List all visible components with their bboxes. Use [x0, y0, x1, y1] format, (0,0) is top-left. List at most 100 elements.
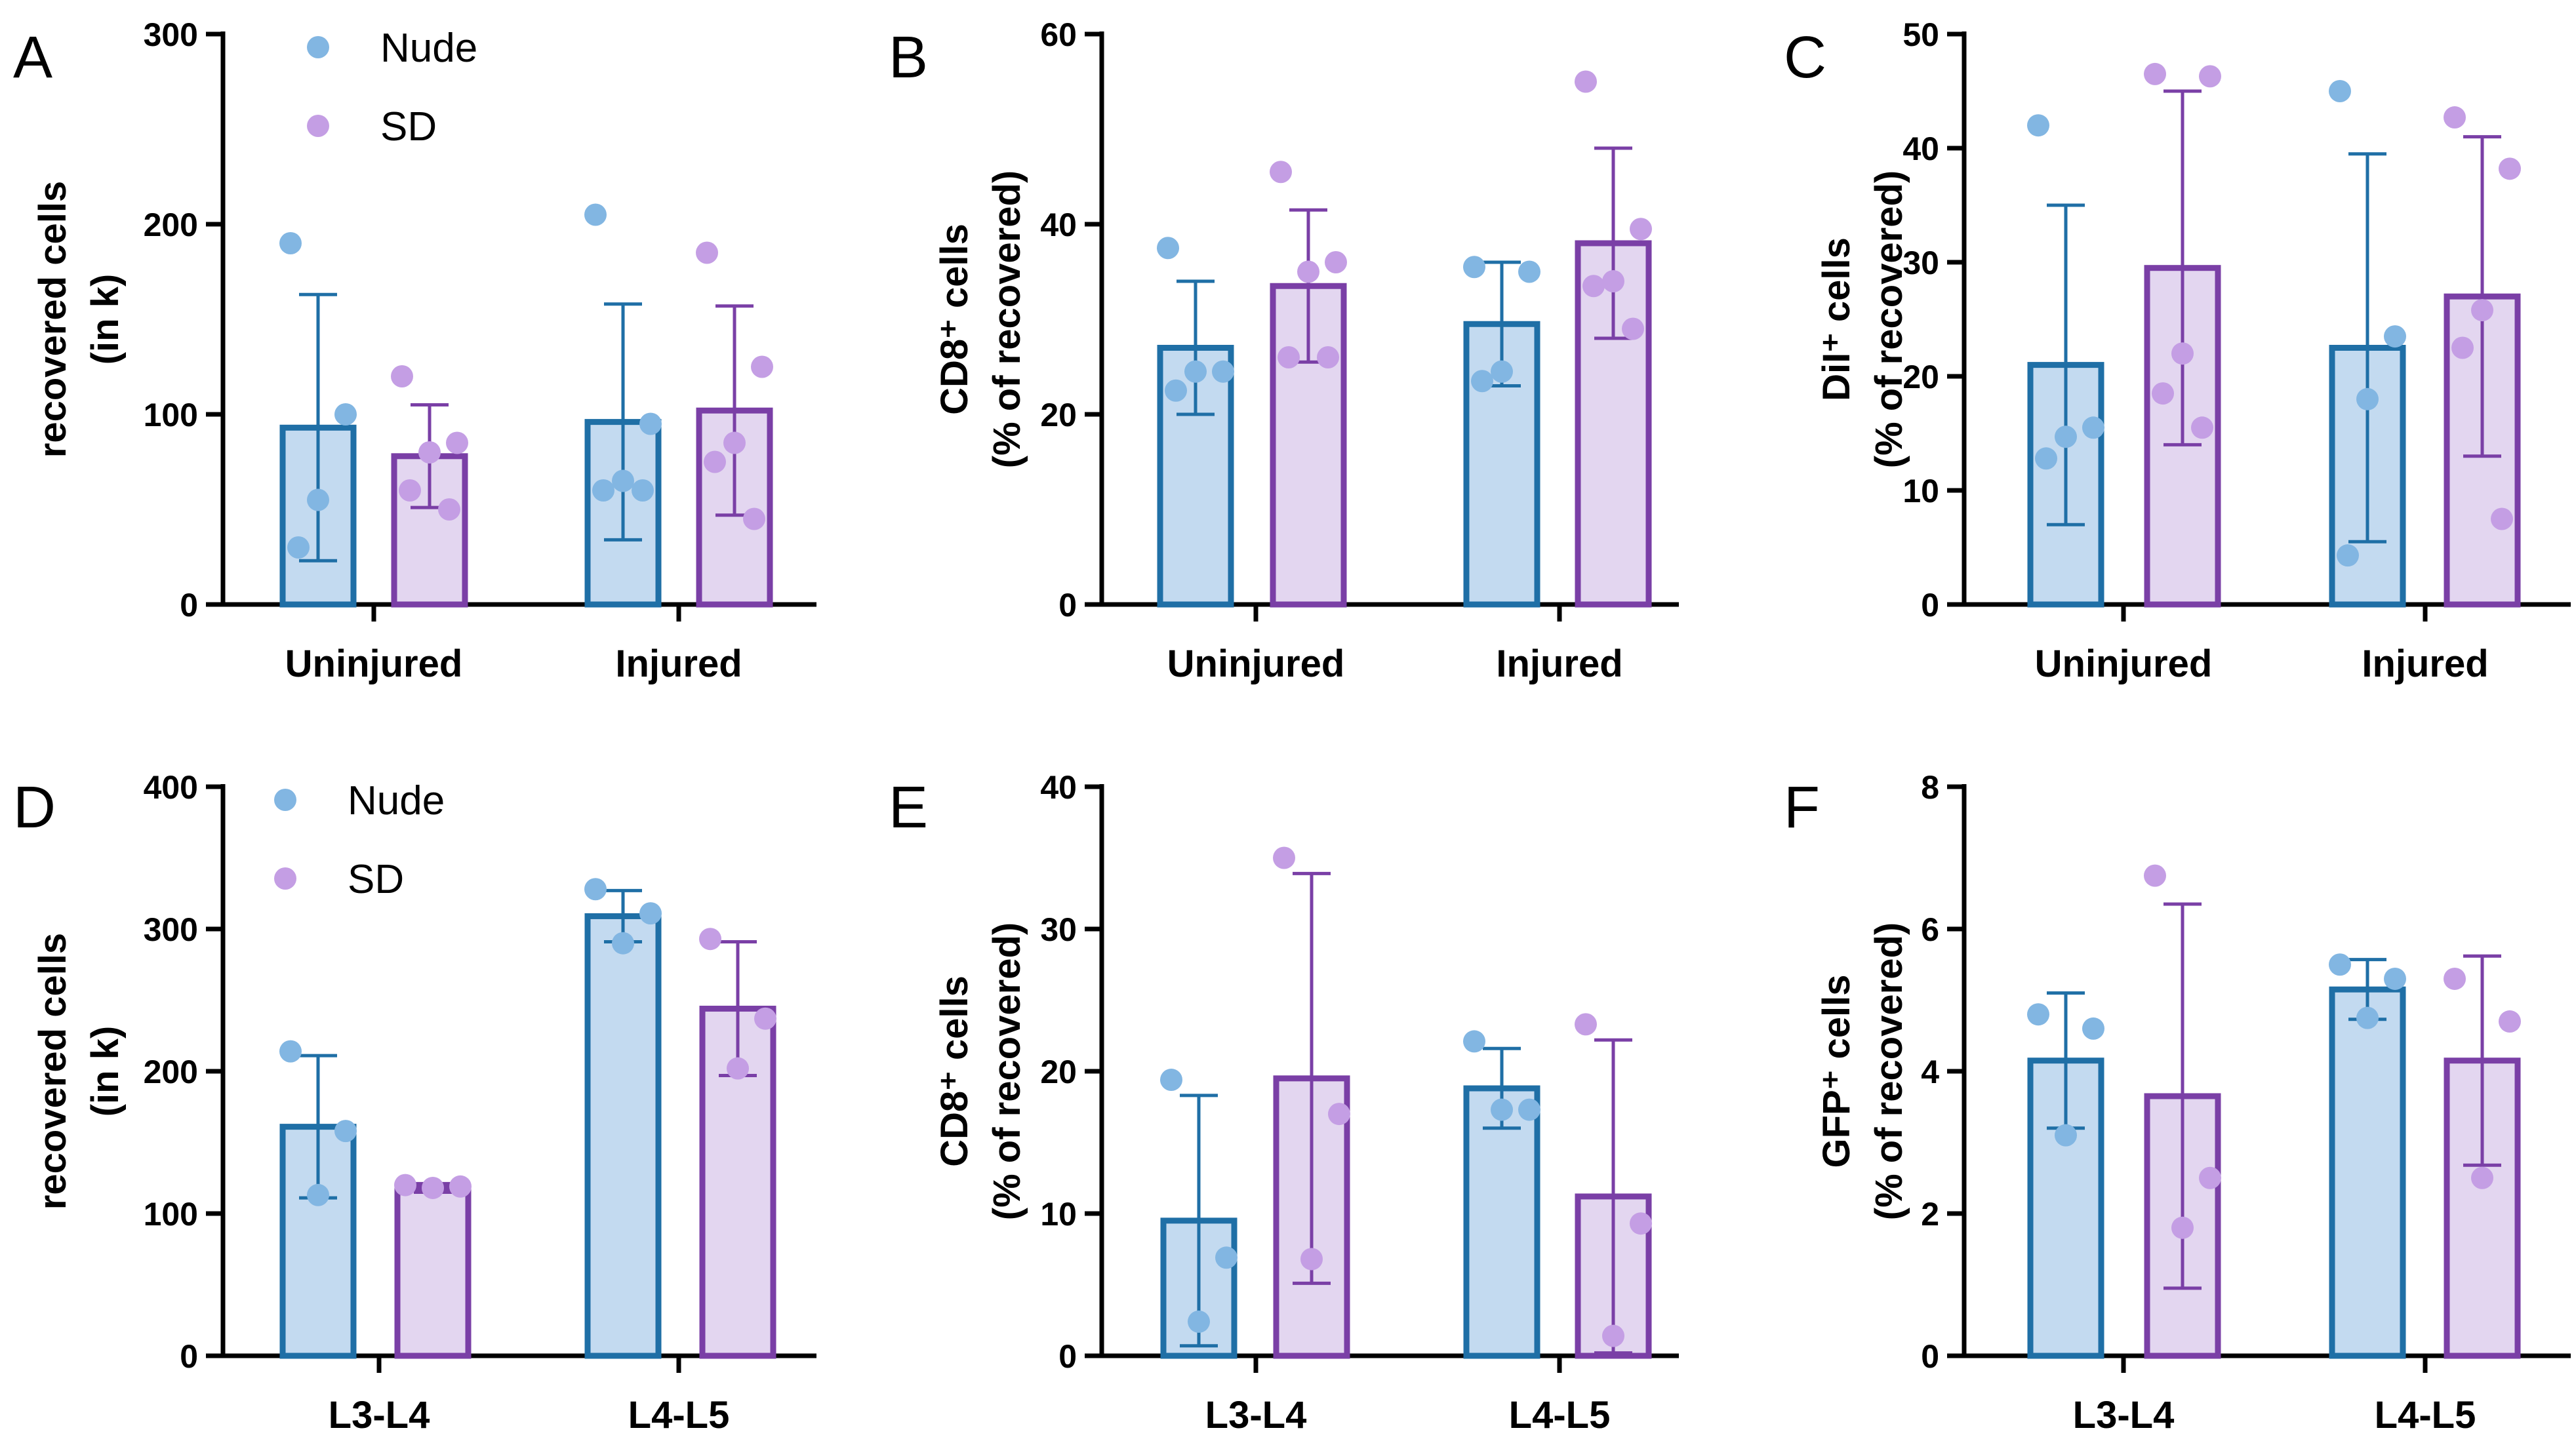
data-point-nude — [1471, 370, 1493, 393]
data-point-sd — [1582, 275, 1605, 298]
legend-marker-nude — [307, 36, 329, 58]
x-category-label: L4-L5 — [1509, 1394, 1611, 1436]
panel-letter: A — [13, 25, 52, 90]
y-tick-label: 50 — [1902, 16, 1939, 53]
x-category-label: L3-L4 — [1205, 1394, 1307, 1436]
data-point-sd — [2171, 342, 2194, 365]
bar-nude — [584, 913, 662, 1359]
panel-letter: D — [13, 775, 56, 840]
data-point-nude — [2384, 967, 2406, 990]
data-point-nude — [2329, 953, 2351, 976]
data-point-nude — [639, 412, 662, 435]
data-point-sd — [449, 1175, 472, 1198]
data-point-sd — [394, 1174, 416, 1196]
panel-e: E CD8⁺ cells (% of recovered) 0 10 20 30 40 L3-L… — [889, 769, 1679, 1436]
y-tick-label: 20 — [1040, 397, 1077, 433]
y-tick-label: 8 — [1921, 769, 1939, 806]
y-axis-label: (in k) — [84, 1026, 127, 1117]
x-category-label: Uninjured — [1167, 642, 1345, 685]
data-point-sd — [2199, 1166, 2221, 1189]
data-point-nude — [2035, 447, 2057, 470]
data-point-sd — [1297, 260, 1319, 283]
x-category-label: Uninjured — [285, 642, 463, 685]
y-tick-label: 400 — [144, 769, 198, 806]
data-point-sd — [1630, 218, 1652, 241]
data-point-sd — [2199, 65, 2221, 88]
bar-nude — [2329, 986, 2406, 1359]
data-point-sd — [2471, 299, 2493, 322]
y-tick-label: 0 — [1058, 1338, 1077, 1375]
y-tick-label: 4 — [1921, 1054, 1939, 1090]
data-point-sd — [1575, 1013, 1597, 1036]
y-tick-label: 20 — [1902, 359, 1939, 395]
data-point-nude — [1184, 360, 1207, 383]
x-category-label: L4-L5 — [628, 1394, 730, 1436]
data-point-nude — [1491, 360, 1513, 383]
data-point-sd — [1300, 1248, 1323, 1271]
data-point-nude — [1518, 260, 1540, 283]
data-point-sd — [1325, 251, 1347, 273]
data-point-sd — [696, 241, 718, 264]
legend-marker-sd — [274, 867, 296, 890]
data-point-nude — [287, 536, 310, 559]
y-tick-label: 40 — [1040, 769, 1077, 806]
data-point-nude — [612, 469, 634, 492]
data-point-sd — [1602, 270, 1624, 292]
data-point-sd — [418, 441, 441, 464]
y-tick-label: 0 — [1921, 1338, 1939, 1375]
data-point-sd — [2491, 507, 2513, 530]
data-point-nude — [2356, 1006, 2379, 1029]
x-category-label: Injured — [2362, 642, 2488, 685]
data-point-sd — [2144, 864, 2166, 887]
y-tick-label: 40 — [1902, 130, 1939, 167]
data-point-nude — [1491, 1098, 1513, 1121]
data-point-nude — [1165, 379, 1187, 402]
y-tick-label: 200 — [144, 207, 198, 243]
data-point-nude — [632, 479, 654, 502]
data-point-sd — [754, 1007, 776, 1030]
y-tick-label: 60 — [1040, 16, 1077, 53]
data-point-sd — [1273, 846, 1295, 869]
data-point-nude — [334, 403, 357, 425]
x-category-label: L4-L5 — [2375, 1394, 2476, 1436]
x-category-label: L3-L4 — [2073, 1394, 2175, 1436]
bar-nude — [1463, 1085, 1540, 1359]
data-point-nude — [2082, 416, 2104, 439]
y-tick-label: 0 — [1058, 587, 1077, 623]
legend-label-nude: Nude — [380, 26, 477, 71]
data-point-sd — [1602, 1324, 1624, 1347]
legend-label-sd: SD — [348, 857, 404, 902]
data-point-sd — [1278, 346, 1300, 368]
data-point-sd — [704, 450, 726, 473]
data-point-sd — [2444, 106, 2466, 129]
y-tick-label: 300 — [144, 16, 198, 53]
y-tick-label: 0 — [180, 1338, 198, 1375]
y-tick-label: 10 — [1040, 1196, 1077, 1233]
y-tick-label: 200 — [144, 1054, 198, 1090]
y-tick-label: 100 — [144, 1196, 198, 1233]
data-point-nude — [2027, 1003, 2049, 1026]
legend-label-nude: Nude — [348, 778, 445, 823]
data-point-nude — [612, 932, 634, 955]
data-point-sd — [1328, 1103, 1350, 1126]
data-point-nude — [639, 902, 662, 925]
data-point-nude — [279, 1040, 302, 1063]
y-axis-label: CD8⁺ cells — [933, 224, 976, 415]
data-point-sd — [723, 431, 746, 454]
y-tick-label: 40 — [1040, 207, 1077, 243]
panel-letter: B — [889, 25, 928, 90]
data-point-sd — [422, 1176, 444, 1199]
y-axis-label: recovered cells — [31, 181, 74, 458]
bar-sd — [394, 1185, 472, 1359]
data-point-sd — [2471, 1166, 2493, 1189]
data-point-nude — [2356, 387, 2379, 410]
y-tick-label: 0 — [180, 587, 198, 623]
y-axis-label: recovered cells — [31, 933, 74, 1210]
data-point-nude — [2337, 544, 2359, 567]
y-axis-label: (% of recovered) — [986, 922, 1028, 1220]
panel-letter: F — [1784, 775, 1820, 840]
y-tick-label: 0 — [1921, 587, 1939, 623]
data-point-nude — [1518, 1098, 1540, 1121]
data-point-sd — [2499, 157, 2521, 180]
y-axis-label: GFP⁺ cells — [1815, 975, 1858, 1168]
